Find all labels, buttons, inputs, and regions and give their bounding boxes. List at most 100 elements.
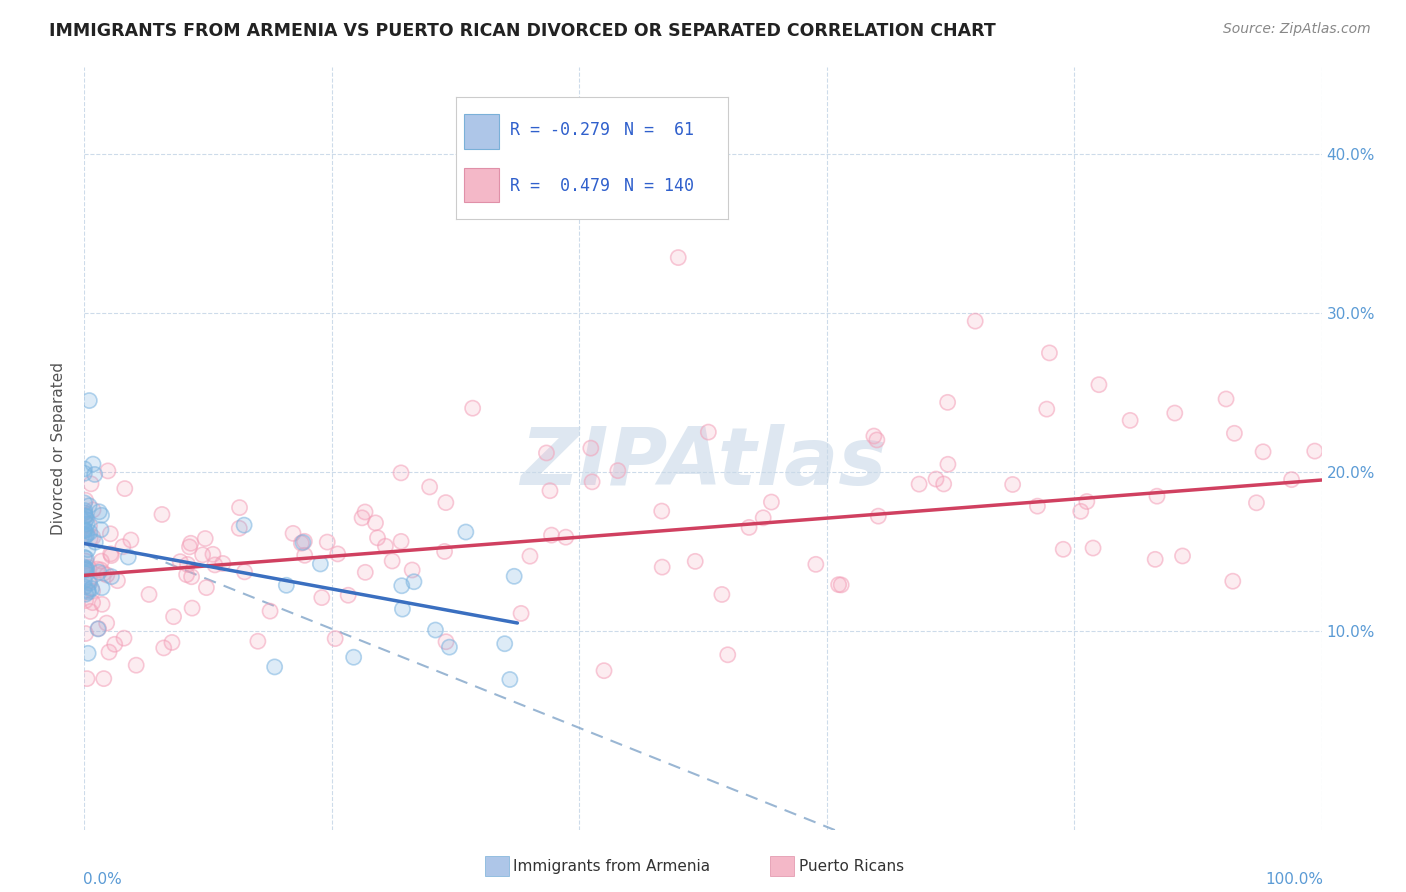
Point xyxy=(434,634,457,648)
Point xyxy=(606,464,628,478)
Point xyxy=(76,516,98,531)
Point xyxy=(364,516,387,530)
Point xyxy=(1223,426,1246,441)
Point xyxy=(90,554,112,568)
Point xyxy=(75,593,97,607)
Point xyxy=(936,458,959,472)
Point xyxy=(100,547,122,561)
Point xyxy=(79,518,101,533)
Point xyxy=(91,581,114,595)
Point xyxy=(579,441,602,455)
Point xyxy=(1001,477,1024,491)
Point xyxy=(97,464,120,478)
Point xyxy=(311,591,333,605)
Point xyxy=(73,529,96,543)
Point xyxy=(75,551,97,566)
Point xyxy=(73,506,96,520)
Point xyxy=(374,539,396,553)
Point xyxy=(107,574,129,588)
Point xyxy=(75,626,97,640)
Point xyxy=(104,637,127,651)
Point xyxy=(866,433,889,447)
Point xyxy=(461,401,484,416)
Point xyxy=(1119,413,1142,427)
Point xyxy=(827,577,849,591)
Point xyxy=(276,578,298,592)
Point xyxy=(79,525,101,540)
Point xyxy=(228,500,250,515)
Point xyxy=(73,514,96,528)
Point xyxy=(77,574,100,589)
Point xyxy=(77,542,100,557)
Text: 100.0%: 100.0% xyxy=(1265,871,1323,887)
Point xyxy=(291,535,314,549)
Point xyxy=(111,540,134,554)
Point xyxy=(1076,494,1098,508)
Point xyxy=(389,466,412,480)
Point xyxy=(352,511,374,525)
Point xyxy=(710,587,733,601)
Point xyxy=(827,577,849,591)
Point xyxy=(91,597,114,611)
Point xyxy=(717,648,740,662)
Point xyxy=(76,528,98,542)
Point xyxy=(263,660,285,674)
Point xyxy=(152,640,174,655)
Point xyxy=(87,566,110,580)
Point xyxy=(73,496,96,510)
Point xyxy=(76,562,98,576)
Point xyxy=(439,640,461,654)
Point xyxy=(364,516,387,530)
Point xyxy=(73,560,96,574)
Point xyxy=(1171,549,1194,563)
Point xyxy=(294,549,316,563)
Point xyxy=(91,597,114,611)
Point xyxy=(1223,426,1246,441)
Point xyxy=(651,560,673,574)
Point xyxy=(391,579,413,593)
Point xyxy=(538,483,561,498)
Point xyxy=(868,509,890,524)
Point xyxy=(82,596,104,610)
Point xyxy=(75,562,97,576)
Point xyxy=(804,558,827,572)
Point xyxy=(246,634,269,648)
Point xyxy=(581,475,603,489)
Point xyxy=(79,574,101,588)
Point xyxy=(1070,504,1092,518)
Point xyxy=(75,562,97,576)
Point xyxy=(75,561,97,575)
Point xyxy=(73,580,96,594)
Point xyxy=(1076,494,1098,508)
Point xyxy=(374,539,396,553)
Point xyxy=(76,528,98,542)
Point xyxy=(73,523,96,537)
Point xyxy=(75,566,97,581)
Point xyxy=(1070,504,1092,518)
Point xyxy=(434,495,457,509)
Point xyxy=(401,563,423,577)
Point xyxy=(80,476,103,491)
Point xyxy=(391,602,413,616)
Point xyxy=(554,530,576,544)
Point xyxy=(77,560,100,574)
Point xyxy=(75,566,97,581)
Point xyxy=(80,476,103,491)
Point xyxy=(1251,444,1274,458)
Point xyxy=(79,518,101,533)
Point xyxy=(75,554,97,568)
Point xyxy=(82,530,104,544)
Point xyxy=(73,522,96,536)
Point xyxy=(366,531,388,545)
Point xyxy=(90,508,112,523)
Point xyxy=(104,637,127,651)
Point xyxy=(100,569,122,583)
Point xyxy=(434,495,457,509)
Point xyxy=(96,568,118,582)
Point xyxy=(1164,406,1187,420)
Point xyxy=(1119,413,1142,427)
Point xyxy=(79,532,101,546)
Point xyxy=(93,566,115,581)
Point xyxy=(925,472,948,486)
Point xyxy=(73,508,96,523)
